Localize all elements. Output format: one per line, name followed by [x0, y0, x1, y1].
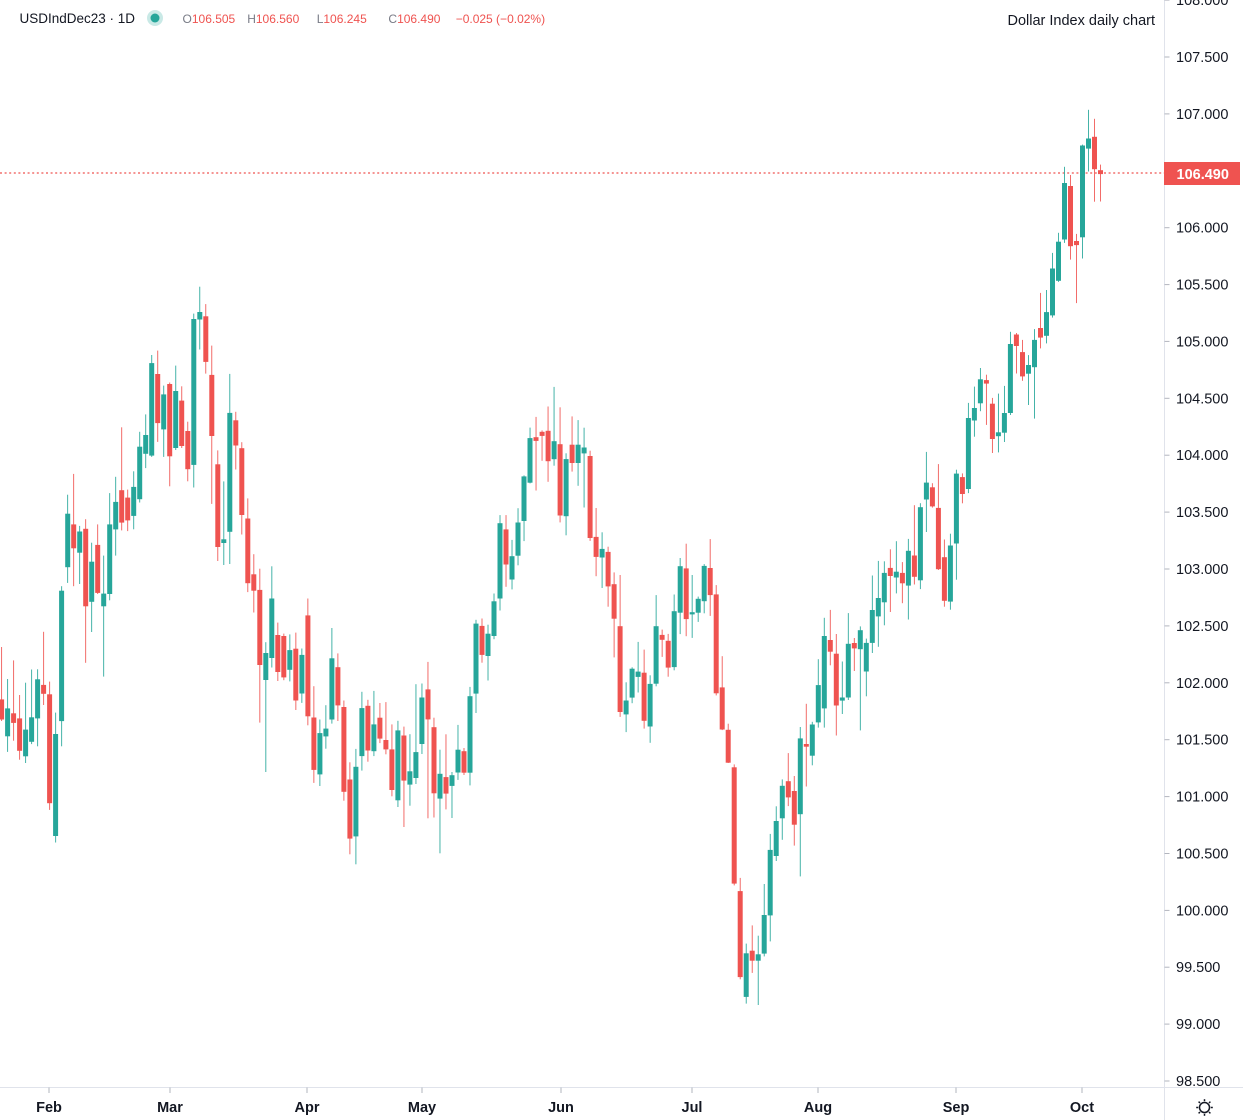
svg-text:103.500: 103.500 [1176, 505, 1228, 521]
svg-text:101.000: 101.000 [1176, 790, 1228, 806]
svg-text:99.500: 99.500 [1176, 960, 1220, 976]
svg-text:103.000: 103.000 [1176, 562, 1228, 578]
svg-text:105.000: 105.000 [1176, 334, 1228, 350]
svg-text:Oct: Oct [1070, 1100, 1094, 1116]
svg-text:99.000: 99.000 [1176, 1017, 1220, 1033]
svg-text:106.490: 106.490 [1177, 167, 1229, 183]
svg-text:O106.505: O106.505 [183, 12, 236, 26]
svg-text:100.500: 100.500 [1176, 847, 1228, 863]
svg-text:107.000: 107.000 [1176, 107, 1228, 123]
svg-text:L106.245: L106.245 [317, 12, 367, 26]
svg-text:−0.025 (−0.02%): −0.025 (−0.02%) [456, 12, 545, 26]
svg-text:105.500: 105.500 [1176, 278, 1228, 294]
svg-text:USDIndDec23 · 1D: USDIndDec23 · 1D [20, 11, 136, 26]
svg-text:104.000: 104.000 [1176, 448, 1228, 464]
svg-text:102.000: 102.000 [1176, 676, 1228, 692]
svg-text:100.000: 100.000 [1176, 903, 1228, 919]
svg-text:Apr: Apr [295, 1100, 320, 1116]
svg-text:May: May [408, 1100, 436, 1116]
svg-text:C106.490: C106.490 [388, 12, 440, 26]
svg-text:104.500: 104.500 [1176, 391, 1228, 407]
svg-text:Dollar Index daily chart: Dollar Index daily chart [1008, 13, 1156, 29]
svg-text:Sep: Sep [943, 1100, 970, 1116]
svg-text:101.500: 101.500 [1176, 733, 1228, 749]
svg-text:Jun: Jun [548, 1100, 574, 1116]
svg-text:Aug: Aug [804, 1100, 832, 1116]
svg-text:102.500: 102.500 [1176, 619, 1228, 635]
svg-text:108.000: 108.000 [1176, 0, 1228, 9]
svg-text:Mar: Mar [157, 1100, 183, 1116]
svg-text:107.500: 107.500 [1176, 50, 1228, 66]
svg-text:106.000: 106.000 [1176, 221, 1228, 237]
svg-text:H106.560: H106.560 [247, 12, 299, 26]
svg-text:Feb: Feb [36, 1100, 62, 1116]
svg-text:98.500: 98.500 [1176, 1074, 1220, 1090]
svg-text:Jul: Jul [682, 1100, 703, 1116]
